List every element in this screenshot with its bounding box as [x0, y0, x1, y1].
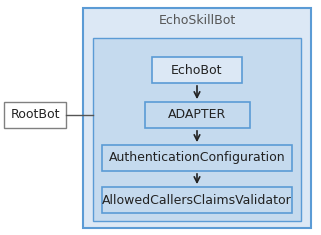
Text: AllowedCallersClaimsValidator: AllowedCallersClaimsValidator	[102, 193, 292, 207]
Text: AuthenticationConfiguration: AuthenticationConfiguration	[109, 152, 285, 164]
Bar	[102, 145, 292, 171]
Bar	[93, 38, 301, 221]
Text: EchoSkillBot: EchoSkillBot	[158, 13, 236, 27]
Text: ADAPTER: ADAPTER	[168, 109, 226, 121]
Bar	[144, 102, 249, 128]
Text: EchoBot: EchoBot	[171, 63, 223, 77]
Bar	[102, 187, 292, 213]
Text: RootBot: RootBot	[10, 109, 60, 121]
Bar	[4, 102, 66, 128]
Bar	[83, 8, 311, 228]
Bar	[152, 57, 242, 83]
